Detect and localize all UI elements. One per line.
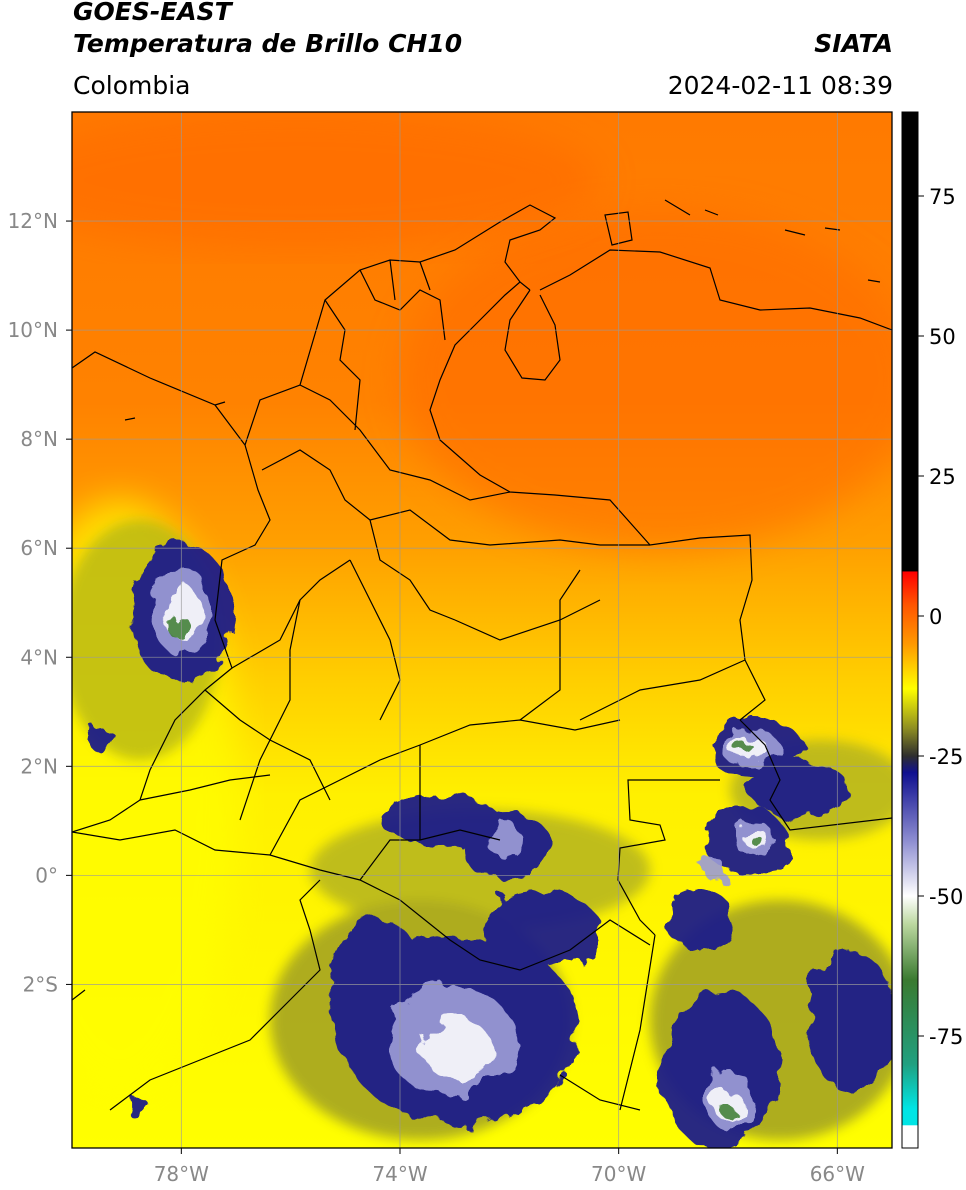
lon-tick-label: 66°W — [810, 1162, 865, 1186]
colorbar-tick-label: 0 — [929, 605, 942, 629]
lat-tick-label: 12°N — [8, 209, 58, 233]
lat-tick-label: 4°N — [20, 645, 58, 669]
colorbar-tick-label: -50 — [929, 885, 963, 909]
lat-tick-label: 0° — [35, 863, 58, 887]
colorbar-ticks: 75 50 25 0 -25 -50 -75 — [918, 185, 963, 1049]
lat-tick-label: 2°S — [23, 972, 58, 996]
brand-label: SIATA — [814, 29, 893, 58]
lat-tick-label: 10°N — [8, 318, 58, 342]
colorbar-tick-label: -75 — [929, 1025, 963, 1049]
colorbar-tick-label: -25 — [929, 745, 963, 769]
satellite-title: GOES-EAST — [73, 0, 232, 26]
product-title: Temperatura de Brillo CH10 — [73, 29, 463, 58]
colorbar-frame — [901, 111, 919, 1149]
lon-tick-label: 78°W — [154, 1162, 209, 1186]
colorbar-tick-label: 25 — [929, 465, 956, 489]
brightness-temperature-field — [72, 112, 892, 1148]
colorbar-ramp — [902, 112, 918, 1148]
lat-tick-label: 8°N — [20, 427, 58, 451]
colorbar: 75 50 25 0 -25 -50 -75 — [901, 111, 963, 1149]
latitude-labels: 12°N 10°N 8°N 6°N 4°N 2°N 0° 2°S — [8, 209, 72, 996]
datetime-label: 2024-02-11 08:39 — [667, 71, 893, 100]
longitude-labels: 78°W 74°W 70°W 66°W — [154, 1148, 865, 1186]
lon-tick-label: 70°W — [591, 1162, 646, 1186]
lon-tick-label: 74°W — [372, 1162, 427, 1186]
colorbar-tick-label: 75 — [929, 185, 956, 209]
map-frame — [71, 111, 893, 1149]
region-label: Colombia — [73, 71, 191, 100]
lat-tick-label: 6°N — [20, 536, 58, 560]
gridlines — [72, 112, 892, 1148]
lat-tick-label: 2°N — [20, 754, 58, 778]
colorbar-tick-label: 50 — [929, 325, 956, 349]
